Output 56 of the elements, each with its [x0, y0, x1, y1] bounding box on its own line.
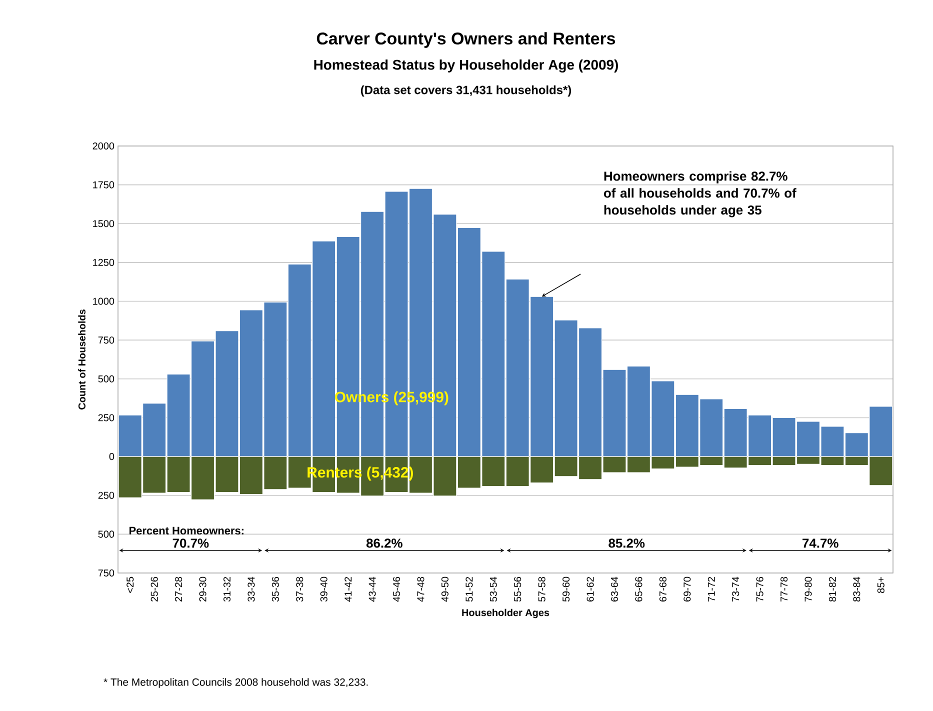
- x-tick-label: 47-48: [417, 576, 424, 602]
- annotation: 85.2%: [608, 538, 645, 548]
- annotation: 86.2%: [366, 538, 402, 548]
- x-tick-label: 59-60: [562, 576, 570, 602]
- annotation: 70.7%: [172, 538, 209, 548]
- x-tick-label: 57-58: [538, 576, 546, 602]
- y-tick-label: 1750: [93, 181, 114, 188]
- y-tick-label: 750: [98, 336, 114, 344]
- annotation: Homeowners comprise 82.7% of all households and 70.7% of households under age 35: [604, 171, 796, 218]
- y-tick-label: 2000: [92, 142, 114, 150]
- x-tick-label: 31-32: [223, 577, 231, 602]
- x-axis-title: Householder Ages: [462, 608, 550, 618]
- x-tick-label: 49-50: [441, 576, 448, 602]
- y-tick-label: 0: [109, 453, 114, 460]
- x-tick-label: 43-44: [368, 576, 376, 602]
- x-tick-label: 81-82: [828, 577, 836, 602]
- x-tick-label: 53-54: [490, 576, 497, 602]
- annotation: Percent Homeowners:: [130, 526, 244, 535]
- y-axis-title: Count of Households: [78, 310, 86, 410]
- x-tick-label: 65-66: [635, 576, 642, 602]
- y-tick-label: 1500: [93, 220, 114, 228]
- x-tick-label: 33-34: [248, 576, 255, 602]
- x-tick-label: 85+: [877, 577, 884, 593]
- y-tick-label: 500: [98, 530, 114, 538]
- x-tick-label: 63-64: [610, 576, 618, 602]
- x-tick-label: 55-56: [514, 576, 522, 602]
- text: * The Metropolitan Councils 2008 household was 32,233.: [104, 678, 368, 688]
- x-tick-label: 29-30: [199, 576, 206, 602]
- x-tick-label: 39-40: [320, 576, 328, 602]
- y-tick-label: 1000: [93, 298, 114, 305]
- x-tick-label: 45-46: [392, 576, 400, 602]
- text: (Data set covers 31,431 households*): [360, 85, 572, 97]
- x-tick-label: 67-68: [659, 576, 666, 602]
- x-tick-label: 51-52: [466, 577, 473, 602]
- x-tick-label: 61-62: [586, 577, 594, 602]
- x-tick-label: <25: [126, 576, 134, 593]
- y-tick-label: 500: [98, 375, 114, 382]
- x-tick-label: 73-74: [732, 576, 740, 602]
- x-tick-label: 69-70: [684, 576, 691, 602]
- x-tick-label: 37-38: [296, 576, 304, 602]
- y-tick-label: 250: [98, 414, 114, 422]
- x-tick-label: 27-28: [175, 576, 182, 602]
- y-tick-label: 1250: [93, 258, 114, 266]
- x-tick-label: 41-42: [344, 577, 352, 602]
- x-tick-label: 79-80: [804, 576, 812, 602]
- annotation: 74.7%: [802, 538, 838, 548]
- x-tick-label: 71-72: [708, 577, 715, 602]
- chart-title: Carver County's Owners and Renters: [316, 32, 616, 48]
- chart-subtitle: Homestead Status by Householder Age (2009): [314, 59, 618, 73]
- x-tick-label: 35-36: [272, 576, 279, 602]
- x-tick-label: 25-26: [150, 576, 158, 602]
- x-tick-label: 83-84: [853, 576, 860, 602]
- x-tick-label: 77-78: [780, 576, 788, 602]
- y-tick-label: 250: [98, 492, 114, 499]
- x-tick-label: 75-76: [756, 576, 764, 602]
- y-tick-label: 750: [98, 569, 114, 577]
